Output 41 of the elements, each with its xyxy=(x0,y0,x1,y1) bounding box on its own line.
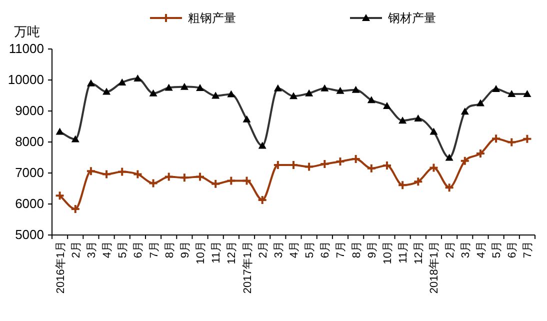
x-tick-label: 8月 xyxy=(350,241,363,258)
x-tick-label: 8月 xyxy=(164,241,176,258)
x-tick-label: 12月 xyxy=(413,241,426,264)
x-tick-label: 10月 xyxy=(195,241,208,264)
y-tick-label: 10000 xyxy=(8,72,44,87)
x-tick-label: 3月 xyxy=(86,241,98,258)
x-tick-label: 4月 xyxy=(475,241,488,258)
legend-label: 钢材产量 xyxy=(387,11,436,25)
x-tick-label: 5月 xyxy=(491,241,504,258)
x-tick-label: 2016年1月 xyxy=(54,241,67,294)
x-tick-label: 6月 xyxy=(132,241,145,258)
y-axis-title: 万吨 xyxy=(14,24,40,39)
x-tick-label: 11月 xyxy=(398,241,410,264)
y-tick-label: 7000 xyxy=(15,165,44,180)
y-tick-label: 5000 xyxy=(15,227,44,242)
x-tick-label: 5月 xyxy=(117,241,130,258)
y-tick-label: 9000 xyxy=(15,103,44,118)
x-tick-label: 9月 xyxy=(366,241,378,258)
x-tick-label: 12月 xyxy=(226,241,238,264)
x-tick-label: 4月 xyxy=(102,241,114,258)
y-tick-label: 11000 xyxy=(8,41,44,56)
x-tick-label: 3月 xyxy=(272,241,285,258)
x-tick-label: 2018年1月 xyxy=(428,241,441,294)
y-tick-label: 8000 xyxy=(15,134,44,149)
x-tick-label: 10月 xyxy=(382,241,394,264)
x-tick-label: 6月 xyxy=(320,241,332,258)
x-tick-label: 7月 xyxy=(335,241,348,258)
x-tick-label: 6月 xyxy=(506,241,519,258)
x-tick-label: 7月 xyxy=(148,241,160,258)
x-tick-label: 4月 xyxy=(288,241,300,258)
x-tick-label: 2月 xyxy=(70,241,82,258)
x-tick-label: 9月 xyxy=(179,241,192,258)
x-tick-label: 7月 xyxy=(522,241,534,258)
x-tick-label: 2月 xyxy=(257,241,270,258)
x-tick-label: 2月 xyxy=(444,241,456,258)
x-tick-label: 11月 xyxy=(210,241,223,264)
x-tick-label: 3月 xyxy=(460,241,472,258)
x-tick-label: 2017年1月 xyxy=(242,241,254,294)
y-tick-label: 6000 xyxy=(15,196,44,211)
x-tick-label: 5月 xyxy=(304,241,316,258)
legend-label: 粗钢产量 xyxy=(188,11,236,25)
